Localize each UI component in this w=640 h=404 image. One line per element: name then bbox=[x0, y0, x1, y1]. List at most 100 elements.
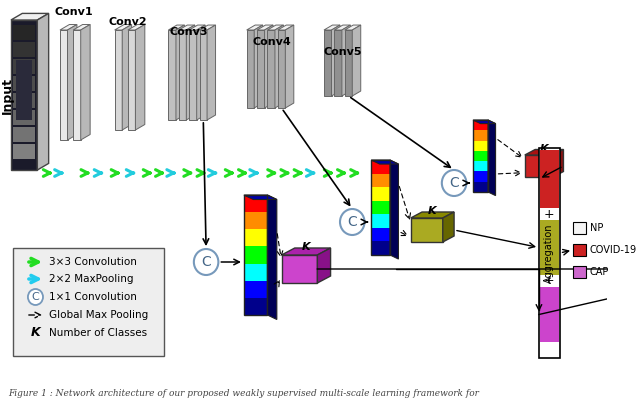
Polygon shape bbox=[179, 30, 186, 120]
Polygon shape bbox=[67, 25, 77, 140]
Text: 2×2 MaxPooling: 2×2 MaxPooling bbox=[49, 274, 133, 284]
Circle shape bbox=[194, 249, 218, 275]
Polygon shape bbox=[37, 13, 49, 170]
Polygon shape bbox=[254, 25, 262, 108]
Polygon shape bbox=[525, 155, 553, 177]
Polygon shape bbox=[371, 160, 390, 174]
Polygon shape bbox=[268, 195, 277, 320]
Text: NP: NP bbox=[590, 223, 604, 233]
Polygon shape bbox=[244, 298, 268, 315]
Polygon shape bbox=[443, 212, 454, 242]
Polygon shape bbox=[60, 25, 77, 30]
Polygon shape bbox=[15, 60, 32, 120]
Polygon shape bbox=[196, 25, 205, 120]
Polygon shape bbox=[268, 25, 284, 30]
Polygon shape bbox=[324, 25, 340, 30]
Polygon shape bbox=[411, 218, 443, 242]
Bar bbox=[573, 244, 586, 256]
Polygon shape bbox=[553, 149, 563, 177]
Polygon shape bbox=[136, 25, 145, 130]
Text: K: K bbox=[301, 242, 310, 252]
Text: Figure 1 : Network architecture of our proposed weakly supervised multi-scale le: Figure 1 : Network architecture of our p… bbox=[8, 389, 479, 398]
Polygon shape bbox=[285, 25, 294, 108]
Polygon shape bbox=[13, 93, 35, 108]
Polygon shape bbox=[244, 195, 268, 212]
Polygon shape bbox=[324, 30, 332, 96]
Polygon shape bbox=[13, 127, 35, 142]
Polygon shape bbox=[345, 30, 352, 96]
Polygon shape bbox=[540, 220, 559, 275]
Text: Conv4: Conv4 bbox=[253, 37, 291, 47]
Polygon shape bbox=[257, 30, 264, 108]
Polygon shape bbox=[246, 30, 254, 108]
Polygon shape bbox=[539, 148, 560, 358]
Polygon shape bbox=[540, 150, 559, 208]
Polygon shape bbox=[473, 151, 488, 161]
Text: Conv3: Conv3 bbox=[170, 27, 209, 37]
Polygon shape bbox=[244, 246, 268, 263]
Polygon shape bbox=[275, 25, 284, 108]
Polygon shape bbox=[179, 25, 195, 30]
Polygon shape bbox=[115, 30, 122, 130]
Text: +: + bbox=[544, 274, 555, 288]
Polygon shape bbox=[128, 25, 145, 30]
Polygon shape bbox=[73, 30, 81, 140]
Polygon shape bbox=[200, 30, 207, 120]
Polygon shape bbox=[13, 110, 35, 125]
Polygon shape bbox=[13, 76, 35, 91]
Polygon shape bbox=[268, 30, 275, 108]
Polygon shape bbox=[122, 25, 132, 130]
Bar bbox=[573, 266, 586, 278]
Text: Aggregation: Aggregation bbox=[544, 223, 554, 283]
Text: C: C bbox=[201, 255, 211, 269]
Polygon shape bbox=[13, 42, 35, 57]
Circle shape bbox=[340, 209, 365, 235]
Text: Conv2: Conv2 bbox=[109, 17, 147, 27]
Text: 1×1 Convolution: 1×1 Convolution bbox=[49, 292, 136, 302]
Polygon shape bbox=[244, 281, 268, 298]
Polygon shape bbox=[473, 130, 488, 141]
Polygon shape bbox=[257, 25, 273, 30]
Polygon shape bbox=[207, 25, 216, 120]
Polygon shape bbox=[128, 30, 136, 130]
Polygon shape bbox=[473, 120, 488, 130]
Polygon shape bbox=[371, 187, 390, 201]
Polygon shape bbox=[73, 25, 90, 30]
Bar bbox=[573, 222, 586, 234]
Polygon shape bbox=[60, 30, 67, 140]
Polygon shape bbox=[168, 25, 184, 30]
Text: C: C bbox=[31, 292, 39, 302]
Text: +: + bbox=[544, 208, 555, 221]
Polygon shape bbox=[13, 248, 164, 356]
Polygon shape bbox=[473, 141, 488, 151]
Polygon shape bbox=[168, 30, 176, 120]
Text: COVID-19: COVID-19 bbox=[590, 245, 637, 255]
Polygon shape bbox=[189, 30, 196, 120]
Polygon shape bbox=[473, 182, 488, 192]
Polygon shape bbox=[332, 25, 340, 96]
Polygon shape bbox=[371, 242, 390, 255]
Polygon shape bbox=[244, 195, 277, 200]
Polygon shape bbox=[352, 25, 361, 96]
Polygon shape bbox=[278, 25, 294, 30]
Polygon shape bbox=[186, 25, 195, 120]
Polygon shape bbox=[11, 13, 49, 20]
Polygon shape bbox=[371, 174, 390, 187]
Polygon shape bbox=[244, 229, 268, 246]
Text: C: C bbox=[348, 215, 357, 229]
Text: Conv5: Conv5 bbox=[324, 47, 362, 57]
Polygon shape bbox=[176, 25, 184, 120]
Text: Input: Input bbox=[1, 76, 13, 114]
Polygon shape bbox=[473, 171, 488, 182]
Polygon shape bbox=[371, 160, 399, 164]
Polygon shape bbox=[13, 59, 35, 74]
Polygon shape bbox=[244, 212, 268, 229]
Polygon shape bbox=[334, 30, 342, 96]
Text: C: C bbox=[449, 176, 459, 190]
Polygon shape bbox=[488, 120, 495, 196]
Polygon shape bbox=[342, 25, 350, 96]
Text: Number of Classes: Number of Classes bbox=[49, 328, 147, 338]
Polygon shape bbox=[13, 25, 35, 40]
Polygon shape bbox=[525, 149, 563, 155]
Polygon shape bbox=[345, 25, 361, 30]
